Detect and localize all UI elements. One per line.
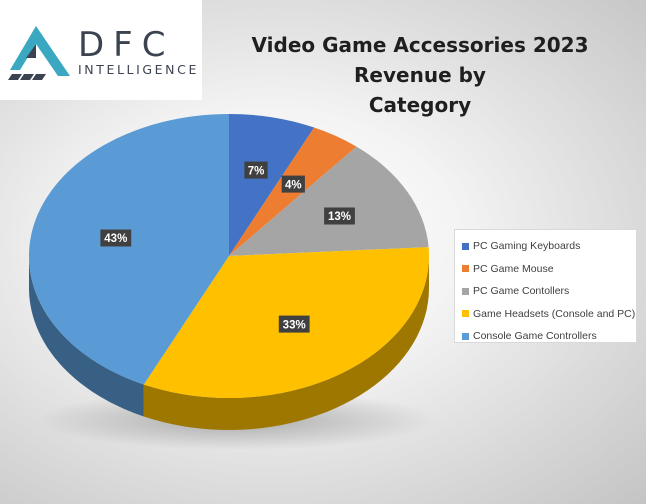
chart-title-line-1: Video Game Accessories 2023 Revenue by: [251, 33, 589, 87]
data-label-game-headsets-console-and-pc: 33%: [278, 315, 310, 333]
legend-swatch: [462, 287, 469, 295]
legend-swatch: [462, 242, 469, 250]
pie-side-console-game-controllers: [29, 256, 144, 417]
pie-side-game-headsets-console-and-pc: [143, 256, 429, 430]
legend-swatch: [462, 310, 469, 318]
data-label-console-game-controllers: 43%: [100, 229, 132, 247]
pie-slice-console-game-controllers: [28, 113, 230, 385]
legend-label: PC Game Contollers: [473, 285, 570, 298]
data-label-box: [244, 161, 268, 179]
legend-item-console-game-controllers: Console Game Controllers: [462, 325, 636, 348]
data-label-box: [324, 207, 355, 225]
logo-wordmark: DFC: [78, 25, 175, 65]
legend-swatch: [462, 332, 469, 340]
data-label-text: 13%: [328, 211, 351, 223]
legend-label: PC Game Mouse: [473, 262, 554, 275]
pie-slice-pc-gaming-keyboards: [229, 114, 315, 256]
data-label-text: 43%: [104, 233, 127, 245]
pie-slice-pc-game-contollers: [229, 146, 429, 256]
legend-item-game-headsets-console-and-pc: Game Headsets (Console and PC): [462, 303, 636, 326]
legend-swatch: [462, 265, 469, 273]
data-label-text: 4%: [285, 179, 302, 191]
chart-title: Video Game Accessories 2023 Revenue by C…: [200, 30, 640, 120]
logo-subtitle: INTELLIGENCE: [78, 62, 199, 77]
data-label-pc-game-contollers: 13%: [324, 207, 355, 225]
pie-tops: [28, 113, 430, 399]
legend-label: Game Headsets (Console and PC): [473, 307, 636, 320]
data-label-text: 7%: [248, 165, 265, 177]
legend-item-pc-game-mouse: PC Game Mouse: [462, 258, 636, 281]
pie-sides: [29, 256, 429, 430]
data-label-box: [278, 315, 310, 333]
chart-legend: PC Gaming Keyboards PC Game Mouse PC Game …: [454, 229, 637, 343]
data-label-pc-gaming-keyboards: 7%: [244, 161, 268, 179]
data-label-pc-game-mouse: 4%: [281, 175, 305, 193]
data-label-box: [281, 175, 305, 193]
pie-labels: 7% 4% 13% 33% 43%: [100, 161, 355, 333]
legend-label: Console Game Controllers: [473, 330, 597, 343]
logo-triangle-icon: [8, 26, 70, 80]
legend-item-pc-gaming-keyboards: PC Gaming Keyboards: [462, 235, 636, 258]
company-logo: DFC INTELLIGENCE: [0, 0, 202, 100]
legend-label: PC Gaming Keyboards: [473, 240, 581, 253]
legend-item-pc-game-contollers: PC Game Contollers: [462, 280, 636, 303]
data-label-box: [100, 229, 132, 247]
chart-title-line-2: Category: [368, 93, 472, 117]
data-label-text: 33%: [283, 319, 306, 331]
